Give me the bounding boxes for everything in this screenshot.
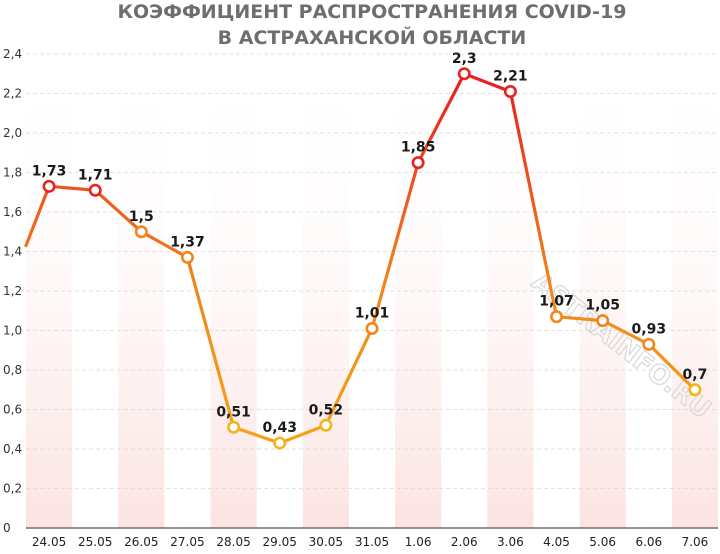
series-points bbox=[42, 67, 702, 450]
x-tick-label: 31.05 bbox=[355, 535, 389, 549]
y-tick-label: 0,4 bbox=[3, 442, 22, 456]
chart-title-line-2: В АСТРАХАНСКОЙ ОБЛАСТИ bbox=[218, 26, 527, 49]
y-tick-label: 1,2 bbox=[3, 284, 22, 298]
data-point bbox=[180, 250, 194, 264]
data-point bbox=[411, 156, 425, 170]
data-label: 0,51 bbox=[216, 404, 251, 420]
data-label: 2,21 bbox=[493, 69, 528, 85]
data-label: 0,52 bbox=[309, 402, 344, 418]
y-axis-ticks: 0 0,2 0,4 0,6 0,8 1,0 1,2 1,4 1,6 1,8 2,0 2,2 2,4 bbox=[3, 47, 22, 535]
data-label: 0,93 bbox=[632, 321, 667, 337]
x-tick-label: 27.05 bbox=[170, 535, 204, 549]
y-tick-label: 2,4 bbox=[3, 47, 22, 61]
data-point bbox=[688, 383, 702, 397]
x-tick-label: 5.06 bbox=[589, 535, 616, 549]
data-point bbox=[42, 179, 56, 193]
series-line-path bbox=[24, 72, 697, 445]
y-tick-label: 1,8 bbox=[3, 166, 22, 180]
data-label: 1,85 bbox=[401, 140, 436, 156]
y-tick-label: 1,4 bbox=[3, 245, 22, 259]
x-tick-label: 24.05 bbox=[32, 535, 66, 549]
x-tick-label: 26.05 bbox=[124, 535, 158, 549]
data-point bbox=[319, 418, 333, 432]
data-label: 0,7 bbox=[683, 367, 708, 383]
x-tick-label: 1.06 bbox=[405, 535, 432, 549]
data-label: 1,5 bbox=[129, 209, 154, 225]
data-point bbox=[365, 322, 379, 336]
y-tick-label: 0,6 bbox=[3, 403, 22, 417]
y-tick-label: 1,6 bbox=[3, 205, 22, 219]
data-label: 0,43 bbox=[262, 420, 297, 436]
x-axis-ticks: 24.05 25.05 26.05 27.05 28.05 29.05 30.05 31.05… bbox=[32, 535, 708, 549]
data-label: 1,73 bbox=[32, 163, 67, 179]
y-tick-label: 2,2 bbox=[3, 87, 22, 101]
data-point bbox=[550, 310, 564, 324]
data-point bbox=[273, 436, 287, 450]
data-label: 1,01 bbox=[355, 306, 390, 322]
data-label: 1,37 bbox=[170, 234, 205, 250]
data-label: 1,05 bbox=[585, 298, 620, 314]
x-tick-label: 4.05 bbox=[543, 535, 570, 549]
data-point bbox=[503, 85, 517, 99]
x-tick-label: 29.05 bbox=[263, 535, 297, 549]
y-tick-label: 2,0 bbox=[3, 126, 22, 140]
data-point bbox=[88, 183, 102, 197]
data-point bbox=[227, 420, 241, 434]
data-point bbox=[596, 314, 610, 328]
y-tick-label: 0,2 bbox=[3, 482, 22, 496]
series-line bbox=[24, 72, 697, 445]
x-tick-label: 3.06 bbox=[497, 535, 524, 549]
data-labels: 1,73 1,71 1,5 1,37 0,51 0,43 0,52 1,01 1,85 2,3 2,… bbox=[32, 51, 708, 436]
data-point bbox=[134, 225, 148, 239]
data-point bbox=[457, 67, 471, 81]
data-point bbox=[642, 337, 656, 351]
data-label: 1,07 bbox=[539, 294, 574, 310]
data-label: 2,3 bbox=[452, 51, 477, 67]
x-tick-label: 2.06 bbox=[451, 535, 478, 549]
x-tick-label: 28.05 bbox=[216, 535, 250, 549]
y-tick-label: 0 bbox=[3, 521, 11, 535]
x-tick-label: 25.05 bbox=[78, 535, 112, 549]
data-label: 1,71 bbox=[78, 167, 113, 183]
x-tick-label: 6.06 bbox=[635, 535, 662, 549]
y-tick-label: 0,8 bbox=[3, 363, 22, 377]
x-tick-label: 30.05 bbox=[309, 535, 343, 549]
chart-title-line-1: КОЭФФИЦИЕНТ РАСПРОСТРАНЕНИЯ COVID-19 bbox=[117, 1, 626, 23]
x-tick-label: 7.06 bbox=[682, 535, 709, 549]
y-tick-label: 1,0 bbox=[3, 324, 22, 338]
